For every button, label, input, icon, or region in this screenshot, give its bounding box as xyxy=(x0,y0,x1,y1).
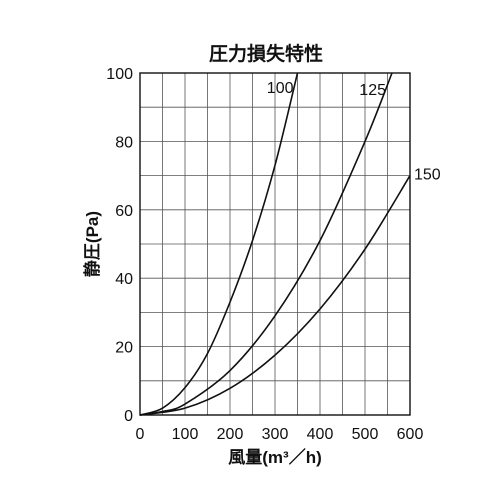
x-axis-label: 風量(m³／h) xyxy=(228,447,321,467)
y-tick-label: 80 xyxy=(115,134,133,151)
series-line-150 xyxy=(139,175,411,416)
y-tick-label: 0 xyxy=(124,408,133,425)
y-tick-label: 40 xyxy=(115,271,133,288)
x-tick-label: 600 xyxy=(397,426,424,443)
x-tick-label: 0 xyxy=(136,426,145,443)
series-label-150: 150 xyxy=(414,167,441,184)
x-tick-label: 500 xyxy=(352,426,379,443)
series-lines xyxy=(139,72,411,416)
series-label-125: 125 xyxy=(359,82,386,99)
x-tick-label: 200 xyxy=(217,426,244,443)
y-tick-label: 100 xyxy=(106,66,133,83)
x-axis-ticks: 0 100 200 300 400 500 600 xyxy=(136,426,424,443)
x-tick-label: 300 xyxy=(262,426,289,443)
series-line-100 xyxy=(139,72,299,416)
x-tick-label: 100 xyxy=(172,426,199,443)
series-line-125 xyxy=(139,72,393,416)
series-label-100: 100 xyxy=(267,80,294,97)
grid xyxy=(140,73,410,415)
y-tick-label: 60 xyxy=(115,203,133,220)
y-axis-label: 静圧(Pa) xyxy=(82,211,102,277)
series-labels: 100 125 150 xyxy=(267,80,441,184)
x-tick-label: 400 xyxy=(307,426,334,443)
plot-frame xyxy=(139,72,411,416)
y-tick-label: 20 xyxy=(115,340,133,357)
chart-title: 圧力損失特性 xyxy=(209,42,323,65)
y-axis-ticks: 0 20 40 60 80 100 xyxy=(106,66,133,425)
